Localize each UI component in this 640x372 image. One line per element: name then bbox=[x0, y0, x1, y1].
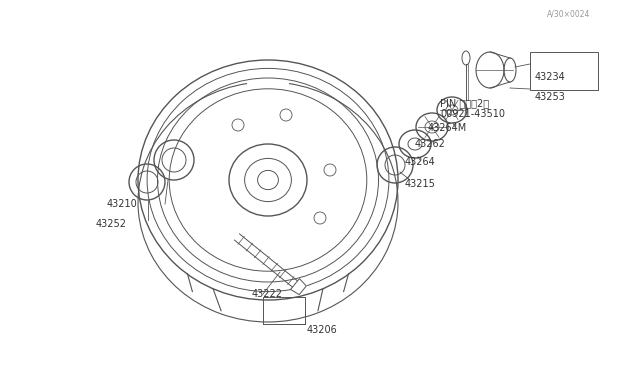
Text: 43253: 43253 bbox=[535, 92, 566, 102]
Text: 43222: 43222 bbox=[252, 289, 283, 299]
Text: 43262: 43262 bbox=[415, 139, 446, 149]
Text: 43264: 43264 bbox=[405, 157, 436, 167]
Polygon shape bbox=[291, 279, 307, 295]
Text: 43206: 43206 bbox=[307, 325, 338, 335]
Text: A/30×0024: A/30×0024 bbox=[547, 10, 590, 19]
Text: 00921-43510: 00921-43510 bbox=[440, 109, 505, 119]
Text: PIN ピン（2）: PIN ピン（2） bbox=[440, 98, 489, 108]
Text: 43234: 43234 bbox=[535, 72, 566, 82]
Text: 43210: 43210 bbox=[107, 199, 138, 209]
Text: 43264M: 43264M bbox=[428, 123, 467, 133]
Text: 43252: 43252 bbox=[96, 219, 127, 229]
Bar bbox=[530, 52, 598, 90]
Text: 43215: 43215 bbox=[405, 179, 436, 189]
